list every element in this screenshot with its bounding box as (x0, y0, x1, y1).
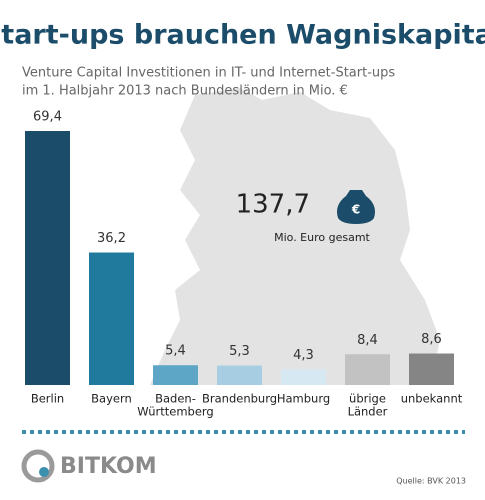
category-label: übrige (349, 392, 386, 406)
logo-text: BITKOM (60, 454, 157, 479)
bar (89, 252, 134, 385)
category-label: unbekannt (401, 392, 463, 406)
subtitle: Venture Capital Investitionen in IT- und… (22, 66, 395, 81)
value-label: 8,4 (357, 333, 378, 348)
total-caption: Mio. Euro gesamt (274, 231, 370, 244)
money-bag-icon: € (337, 190, 375, 224)
category-label: Bayern (91, 392, 132, 406)
bar (409, 353, 454, 385)
bar (217, 365, 262, 385)
value-label: 36,2 (97, 231, 126, 246)
category-label: Hamburg (277, 392, 330, 406)
value-label: 69,4 (33, 110, 62, 125)
category-label: Württemberg (137, 405, 213, 419)
value-label: 8,6 (421, 332, 442, 347)
source: Quelle: BVK 2013 (396, 477, 466, 486)
svg-text:€: € (351, 203, 360, 217)
bar (25, 131, 70, 385)
value-label: 4,3 (293, 348, 314, 363)
bar (153, 365, 198, 385)
total-value: 137,7 (236, 190, 310, 220)
value-label: 5,4 (165, 344, 186, 359)
map-germany (150, 88, 440, 385)
category-label: Länder (348, 405, 388, 419)
category-label: Brandenburg (202, 392, 277, 406)
subtitle: im 1. Halbjahr 2013 nach Bundesländern i… (22, 84, 348, 99)
logo-icon (21, 449, 55, 483)
bar (281, 369, 326, 385)
bar (345, 354, 390, 385)
category-label: Baden- (155, 392, 196, 406)
value-label: 5,3 (229, 344, 250, 359)
category-label: Berlin (31, 392, 64, 406)
chart-title: Start-ups brauchen Wagniskapital (0, 20, 485, 51)
